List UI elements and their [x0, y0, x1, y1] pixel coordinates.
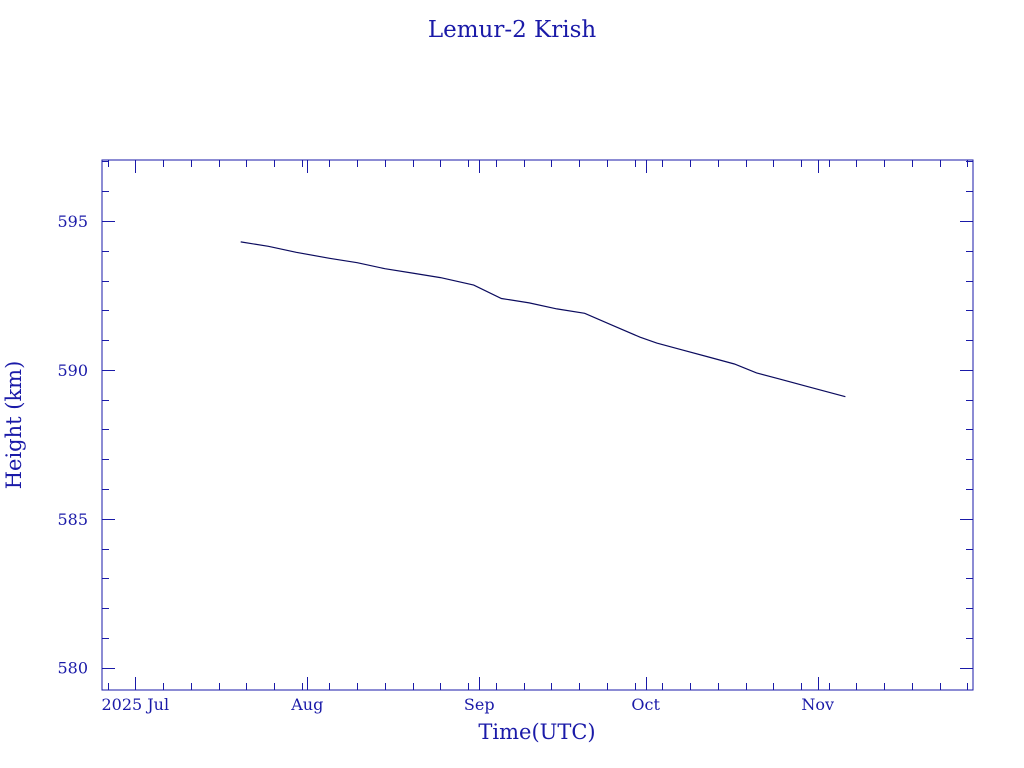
y-axis-title: Height (km): [2, 361, 26, 490]
height-series-line: [240, 241, 846, 398]
tick-labels: 580 585 590 595 2025 Jul Aug Sep Oct Nov: [57, 212, 834, 714]
x-tick-label: Oct: [631, 695, 660, 714]
chart-title: Lemur-2 Krish: [428, 17, 597, 43]
x-tick-label: Aug: [290, 695, 323, 714]
x-tick-label: Sep: [464, 695, 495, 714]
y-tick-label: 590: [57, 361, 88, 380]
x-tick-label: Nov: [801, 695, 834, 714]
y-tick-label: 595: [57, 212, 88, 231]
y-tick-label: 580: [57, 659, 88, 678]
axis-ticks: [102, 160, 973, 690]
y-tick-label: 585: [57, 510, 88, 529]
plot-frame: [101, 159, 974, 691]
x-tick-label: 2025 Jul: [101, 695, 169, 714]
x-axis-title: Time(UTC): [478, 720, 595, 744]
